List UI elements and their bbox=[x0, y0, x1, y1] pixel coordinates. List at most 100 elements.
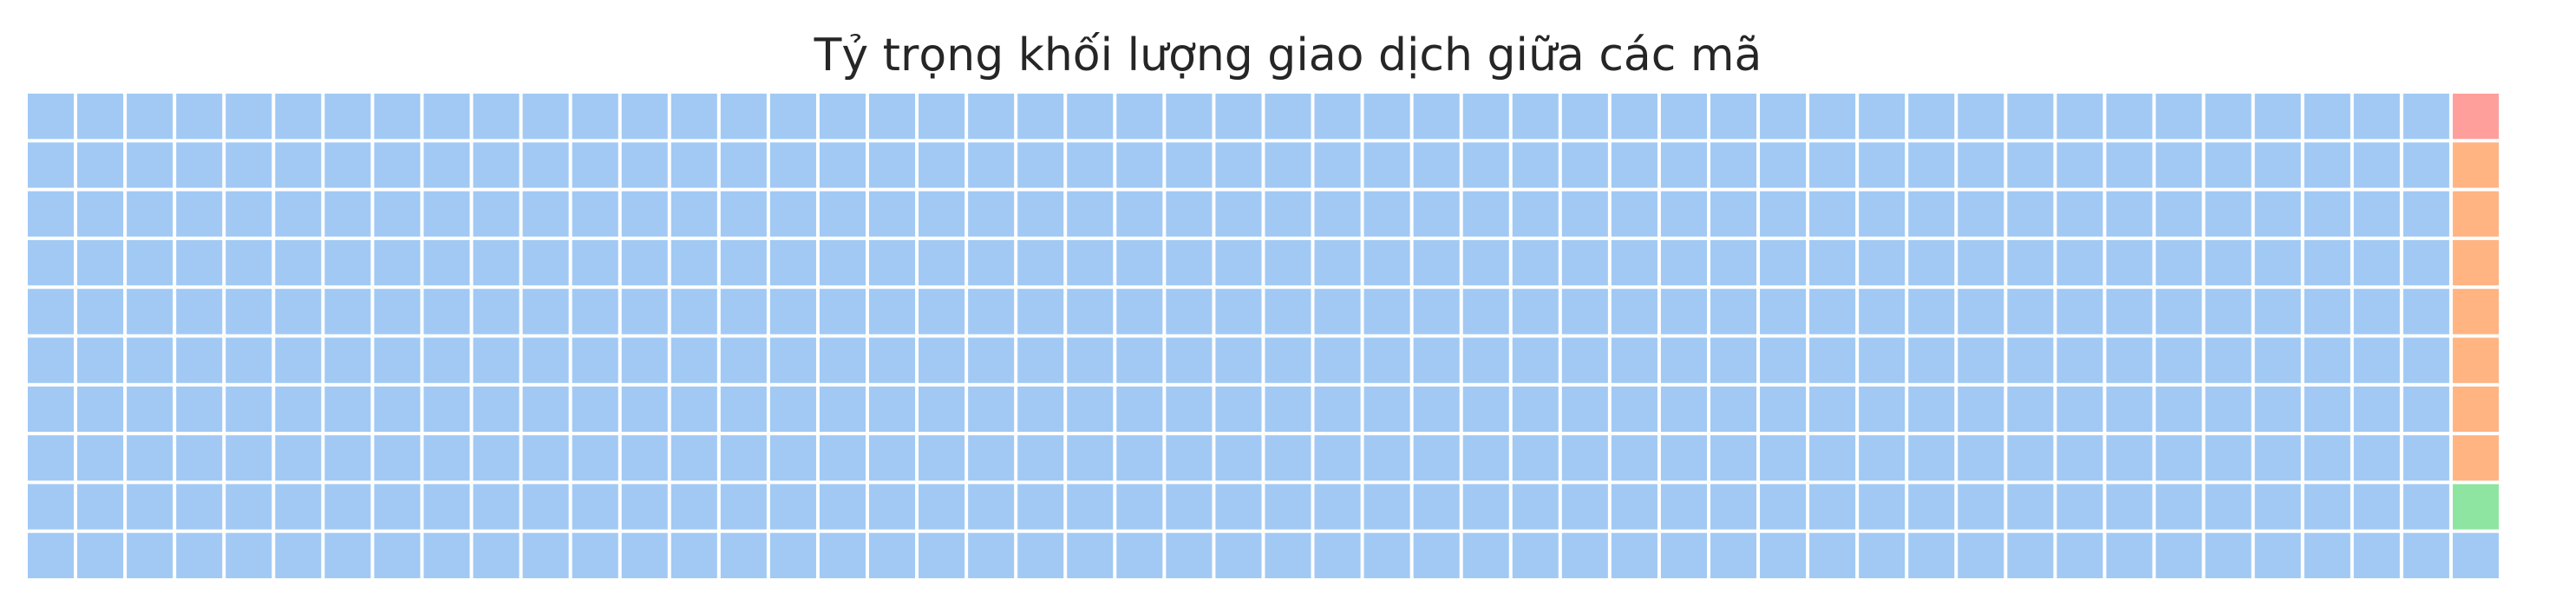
waffle-cell-series-1 bbox=[423, 191, 470, 237]
waffle-cell-series-1 bbox=[1710, 532, 1757, 578]
waffle-cell-series-1 bbox=[1760, 94, 1807, 140]
waffle-cell-series-1 bbox=[720, 289, 767, 335]
waffle-cell-series-1 bbox=[621, 239, 668, 286]
waffle-cell-series-1 bbox=[1314, 239, 1361, 286]
waffle-cell-series-1 bbox=[1265, 289, 1311, 335]
waffle-cell-series-1 bbox=[2403, 239, 2449, 286]
waffle-cell-series-1 bbox=[769, 435, 816, 481]
waffle-cell-series-1 bbox=[1611, 337, 1657, 383]
waffle-cell-series-1 bbox=[1512, 386, 1559, 433]
waffle-cell-series-1 bbox=[1166, 435, 1213, 481]
waffle-cell-series-1 bbox=[176, 386, 223, 433]
waffle-cell-series-1 bbox=[2304, 191, 2350, 237]
waffle-cell-series-1 bbox=[1462, 239, 1509, 286]
waffle-cell-series-1 bbox=[1363, 94, 1410, 140]
waffle-cell-series-1 bbox=[720, 484, 767, 530]
waffle-cell-series-1 bbox=[2007, 191, 2054, 237]
waffle-cell-series-1 bbox=[1660, 191, 1707, 237]
waffle-cell-series-1 bbox=[1859, 532, 1906, 578]
waffle-cell-series-1 bbox=[275, 191, 322, 237]
waffle-cell-series-1 bbox=[473, 484, 520, 530]
waffle-cell-series-1 bbox=[670, 337, 717, 383]
waffle-cell-series-1 bbox=[819, 337, 866, 383]
waffle-cell-series-1 bbox=[1363, 239, 1410, 286]
waffle-cell-series-1 bbox=[28, 142, 75, 188]
waffle-cell-series-1 bbox=[1017, 191, 1064, 237]
waffle-cell-series-1 bbox=[919, 435, 965, 481]
waffle-cell-series-1 bbox=[2056, 239, 2103, 286]
waffle-cell-series-1 bbox=[919, 337, 965, 383]
waffle-cell-series-1 bbox=[28, 94, 75, 140]
waffle-cell-series-1 bbox=[2056, 94, 2103, 140]
waffle-cell-series-1 bbox=[1265, 435, 1311, 481]
waffle-cell-series-1 bbox=[1265, 484, 1311, 530]
waffle-cell-series-1 bbox=[1166, 142, 1213, 188]
waffle-cell-series-1 bbox=[1116, 191, 1163, 237]
waffle-cell-series-1 bbox=[2254, 532, 2301, 578]
waffle-cell-series-1 bbox=[869, 386, 916, 433]
waffle-cell-series-1 bbox=[1067, 337, 1114, 383]
waffle-cell-series-1 bbox=[226, 142, 272, 188]
waffle-cell-series-3 bbox=[2452, 435, 2499, 481]
waffle-cell-series-1 bbox=[919, 94, 965, 140]
waffle-cell-series-1 bbox=[2155, 142, 2202, 188]
waffle-cell-series-1 bbox=[324, 435, 371, 481]
waffle-cell-series-1 bbox=[1710, 337, 1757, 383]
waffle-cell-series-1 bbox=[275, 239, 322, 286]
waffle-cell-series-1 bbox=[2106, 386, 2153, 433]
waffle-cell-series-1 bbox=[769, 94, 816, 140]
waffle-cell-series-1 bbox=[2007, 386, 2054, 433]
waffle-cell-series-1 bbox=[2205, 386, 2252, 433]
waffle-cell-series-1 bbox=[2155, 239, 2202, 286]
waffle-cell-series-1 bbox=[1561, 191, 1608, 237]
waffle-cell-series-1 bbox=[1166, 386, 1213, 433]
waffle-cell-series-1 bbox=[720, 94, 767, 140]
waffle-cell-series-1 bbox=[720, 532, 767, 578]
waffle-cell-series-2 bbox=[2452, 484, 2499, 530]
waffle-cell-series-1 bbox=[374, 386, 421, 433]
waffle-cell-series-1 bbox=[28, 386, 75, 433]
chart-title: Tỷ trọng khối lượng giao dịch giữa các m… bbox=[814, 29, 1762, 81]
waffle-cell-series-1 bbox=[670, 239, 717, 286]
waffle-cell-series-1 bbox=[226, 532, 272, 578]
waffle-cell-series-1 bbox=[1710, 142, 1757, 188]
waffle-cell-series-1 bbox=[324, 386, 371, 433]
waffle-cell-series-1 bbox=[2353, 435, 2400, 481]
waffle-cell-series-1 bbox=[2007, 239, 2054, 286]
waffle-cell-series-1 bbox=[2155, 435, 2202, 481]
waffle-cell-series-1 bbox=[226, 484, 272, 530]
waffle-cell-series-1 bbox=[1462, 337, 1509, 383]
waffle-cell-series-1 bbox=[769, 191, 816, 237]
waffle-cell-series-1 bbox=[1958, 239, 2004, 286]
waffle-cell-series-1 bbox=[572, 289, 618, 335]
waffle-cell-series-1 bbox=[1512, 289, 1559, 335]
waffle-cell-series-1 bbox=[1908, 484, 1955, 530]
waffle-cell-series-1 bbox=[1265, 337, 1311, 383]
waffle-cell-series-1 bbox=[2106, 94, 2153, 140]
waffle-cell-series-1 bbox=[1561, 532, 1608, 578]
waffle-cell-series-1 bbox=[670, 386, 717, 433]
waffle-cell-series-1 bbox=[819, 532, 866, 578]
waffle-cell-series-1 bbox=[1710, 239, 1757, 286]
waffle-cell-series-1 bbox=[473, 191, 520, 237]
waffle-cell-series-1 bbox=[423, 484, 470, 530]
waffle-cell-series-1 bbox=[2106, 435, 2153, 481]
waffle-cell-series-1 bbox=[473, 289, 520, 335]
waffle-cell-series-1 bbox=[819, 289, 866, 335]
waffle-cell-series-1 bbox=[127, 386, 173, 433]
waffle-cell-series-1 bbox=[1363, 484, 1410, 530]
waffle-cell-series-1 bbox=[1611, 239, 1657, 286]
waffle-cell-series-1 bbox=[2403, 289, 2449, 335]
waffle-cell-series-1 bbox=[473, 532, 520, 578]
waffle-cell-series-1 bbox=[1512, 94, 1559, 140]
waffle-cell-series-1 bbox=[226, 435, 272, 481]
waffle-cell-series-1 bbox=[1561, 484, 1608, 530]
waffle-cell-series-1 bbox=[1413, 142, 1460, 188]
waffle-cell-series-1 bbox=[1413, 191, 1460, 237]
waffle-cell-series-1 bbox=[423, 142, 470, 188]
waffle-cell-series-1 bbox=[2304, 484, 2350, 530]
waffle-cell-series-1 bbox=[275, 94, 322, 140]
waffle-cell-series-1 bbox=[1660, 435, 1707, 481]
waffle-cell-series-1 bbox=[1314, 289, 1361, 335]
